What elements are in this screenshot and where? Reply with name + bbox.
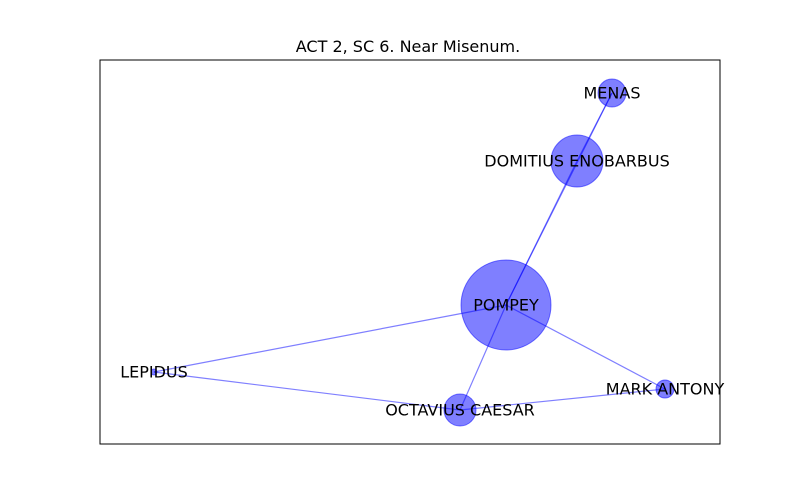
nodes-layer	[150, 78, 675, 427]
node-antony	[655, 379, 675, 399]
node-label-menas: MENAS	[584, 84, 641, 103]
node-label-lepidus: LEPIDUS	[120, 363, 188, 382]
edge-pompey-lepidus	[153, 304, 507, 373]
node-caesar	[443, 393, 477, 427]
edge-lepidus-caesar	[153, 371, 461, 411]
edge-caesar-antony	[459, 388, 666, 411]
node-enobarbus	[550, 134, 604, 188]
node-pompey	[460, 259, 552, 351]
node-menas	[597, 78, 627, 108]
labels-layer: POMPEY DOMITIUS ENOBARBUS MENAS LEPIDUS OCTA…	[120, 84, 724, 420]
axes-frame	[99, 59, 721, 445]
node-label-antony: MARK ANTONY	[606, 380, 725, 399]
node-lepidus	[150, 368, 158, 376]
figure-title: ACT 2, SC 6. Near Misenum.	[296, 37, 520, 56]
node-label-pompey: POMPEY	[473, 296, 539, 315]
node-label-enobarbus: DOMITIUS ENOBARBUS	[484, 152, 669, 171]
node-label-caesar: OCTAVIUS CAESAR	[385, 401, 535, 420]
